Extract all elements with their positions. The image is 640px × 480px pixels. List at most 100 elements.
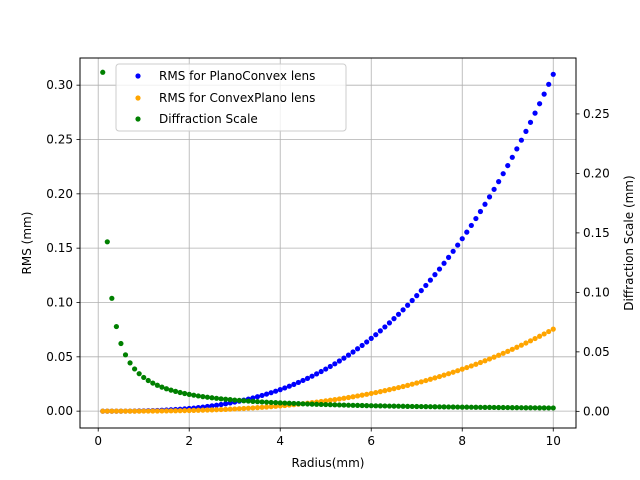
data-point — [496, 352, 502, 358]
data-point — [491, 354, 497, 360]
y-left-tick-label: 0.00 — [46, 404, 73, 418]
data-point — [104, 239, 110, 245]
data-point — [473, 361, 479, 367]
data-point — [464, 404, 470, 410]
data-point — [113, 408, 119, 414]
y-right-tick-label: 0.20 — [583, 166, 610, 180]
data-point — [295, 401, 302, 407]
data-point — [400, 307, 406, 313]
data-point — [500, 404, 506, 411]
data-point — [382, 403, 388, 409]
data-point — [159, 384, 165, 390]
data-point — [304, 401, 311, 407]
data-point — [177, 408, 183, 414]
data-point — [195, 407, 201, 413]
data-point — [341, 355, 347, 361]
data-point — [218, 401, 224, 408]
data-point — [459, 366, 465, 372]
data-point — [464, 229, 470, 235]
data-point — [373, 403, 379, 409]
legend: RMS for PlanoConvex lens RMS for ConvexP… — [115, 63, 347, 132]
data-point — [200, 394, 206, 400]
data-point — [391, 316, 397, 322]
y-right-axis-ticks: 0.00 0.05 0.10 0.15 0.20 0.25 — [576, 107, 610, 418]
data-point — [359, 402, 365, 409]
data-point — [409, 297, 415, 304]
y-left-tick-label: 0.20 — [46, 187, 73, 201]
data-point — [518, 405, 524, 411]
data-point — [245, 398, 251, 404]
data-point — [368, 403, 374, 409]
data-point — [163, 386, 170, 392]
data-point — [414, 293, 420, 299]
data-point — [218, 396, 224, 402]
data-point — [400, 383, 406, 390]
data-point — [291, 381, 297, 387]
data-point — [482, 358, 488, 364]
data-point — [409, 403, 415, 410]
data-point — [432, 272, 438, 278]
data-point — [232, 397, 238, 403]
y-right-tick-label: 0.25 — [583, 107, 610, 121]
data-point — [109, 295, 115, 301]
data-point — [395, 384, 402, 391]
data-point — [523, 340, 529, 346]
data-point — [432, 404, 438, 410]
data-point — [145, 408, 151, 414]
data-point — [336, 396, 342, 402]
data-point — [364, 339, 370, 345]
data-point — [254, 399, 261, 405]
data-point — [263, 391, 270, 397]
data-point — [327, 402, 333, 408]
data-point — [223, 406, 229, 412]
data-point — [537, 405, 543, 411]
data-point — [382, 388, 388, 394]
legend-marker-convexplano — [135, 95, 141, 101]
data-point — [323, 401, 329, 408]
data-point — [354, 346, 361, 352]
data-point — [550, 405, 556, 411]
legend-marker-planoconvex — [135, 73, 141, 79]
data-point — [295, 379, 302, 386]
data-point — [109, 408, 115, 414]
data-point — [414, 380, 420, 386]
data-point — [132, 366, 138, 372]
data-point — [300, 377, 306, 384]
data-point — [186, 391, 192, 397]
x-tick-label: 0 — [94, 434, 102, 448]
data-point — [409, 381, 415, 387]
data-point — [318, 401, 324, 408]
data-point — [218, 406, 224, 413]
data-point — [286, 400, 292, 406]
data-point — [141, 408, 147, 414]
data-point — [273, 403, 279, 409]
data-point — [259, 399, 265, 405]
data-point — [132, 408, 138, 414]
data-point — [377, 403, 383, 409]
data-point — [455, 368, 461, 374]
x-axis-label: Radius(mm) — [292, 456, 365, 470]
data-point — [350, 349, 356, 355]
data-point — [213, 395, 220, 401]
data-point — [186, 407, 192, 414]
data-point — [486, 356, 493, 362]
data-point — [537, 101, 543, 107]
data-point — [459, 404, 465, 410]
data-point — [500, 350, 506, 356]
data-point — [163, 408, 170, 414]
data-point — [154, 382, 160, 388]
data-point — [345, 394, 352, 401]
data-point — [368, 335, 374, 341]
data-point — [259, 392, 265, 399]
data-point — [395, 403, 402, 409]
data-point — [354, 402, 361, 408]
data-point — [500, 171, 506, 177]
data-point — [145, 377, 151, 384]
data-point — [550, 326, 556, 332]
data-point — [432, 375, 438, 381]
data-point — [445, 404, 452, 410]
data-point — [195, 393, 201, 399]
data-point — [182, 407, 188, 414]
data-point — [345, 402, 352, 408]
